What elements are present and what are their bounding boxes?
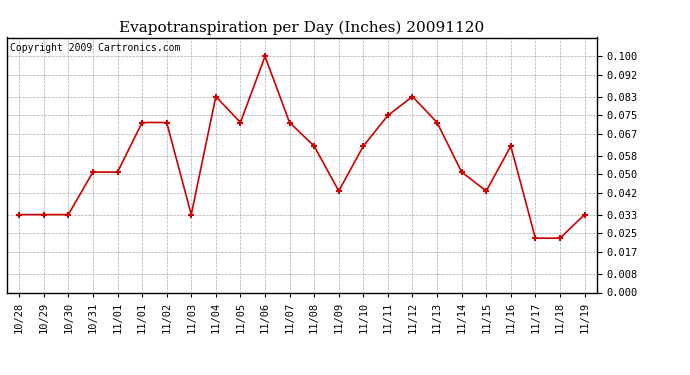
Text: Copyright 2009 Cartronics.com: Copyright 2009 Cartronics.com — [10, 43, 180, 52]
Title: Evapotranspiration per Day (Inches) 20091120: Evapotranspiration per Day (Inches) 2009… — [119, 21, 484, 35]
